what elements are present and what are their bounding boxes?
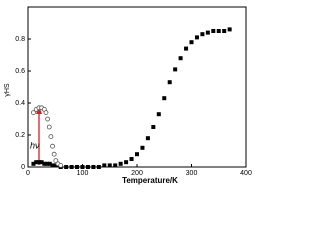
point: [135, 152, 139, 157]
point: [140, 145, 145, 150]
x-tick-label: 400: [240, 170, 252, 177]
point: [43, 110, 49, 115]
point: [45, 116, 51, 122]
point: [145, 136, 150, 141]
y-tick-label: 0.6: [15, 68, 25, 75]
point: [64, 165, 69, 169]
point: [211, 29, 216, 33]
point: [91, 165, 96, 169]
point: [222, 29, 227, 33]
point: [129, 157, 134, 161]
point: [200, 32, 205, 37]
point: [156, 112, 161, 117]
point: [39, 160, 44, 165]
annotation: hν: [30, 140, 40, 150]
point: [45, 161, 50, 166]
point: [102, 163, 107, 168]
y-axis-label: γHS: [4, 83, 11, 97]
y-tick-label: 0.8: [15, 36, 25, 43]
point: [53, 158, 59, 164]
point: [31, 161, 36, 166]
point: [53, 163, 58, 168]
point: [167, 80, 172, 85]
y-tick-label: 0.4: [15, 100, 25, 107]
point: [151, 125, 156, 129]
point: [50, 163, 55, 168]
point: [75, 165, 80, 169]
point: [124, 160, 129, 165]
y-tick-label: 0.2: [15, 132, 25, 139]
point: [189, 40, 194, 45]
point: [80, 165, 85, 169]
point: [36, 160, 41, 165]
x-axis-label: Temperature/K: [122, 176, 178, 185]
point: [184, 46, 189, 51]
point: [162, 96, 167, 101]
point: [118, 161, 123, 166]
point: [107, 163, 112, 168]
x-tick-label: 100: [77, 170, 89, 177]
point: [46, 124, 52, 130]
x-tick-label: 200: [131, 170, 143, 177]
point: [69, 165, 74, 169]
x-tick-label: 0: [26, 170, 30, 177]
point: [205, 30, 210, 35]
point: [48, 134, 54, 140]
point: [173, 67, 178, 72]
x-tick-label: 300: [186, 170, 198, 177]
point: [85, 165, 90, 169]
point: [34, 160, 39, 165]
chart: Temperature/K γHS hν 0 100 200 300 400 0 0.2 0.…: [4, 6, 252, 185]
point: [42, 161, 47, 166]
point: [227, 27, 232, 32]
point: [47, 161, 52, 166]
point: [216, 29, 221, 33]
point: [178, 56, 183, 61]
point: [194, 35, 199, 40]
point: [31, 110, 36, 115]
point: [96, 165, 101, 169]
point: [50, 143, 55, 149]
point: [113, 163, 118, 168]
point: [51, 151, 57, 157]
point: [58, 162, 64, 168]
y-tick-label: 0: [21, 164, 25, 171]
